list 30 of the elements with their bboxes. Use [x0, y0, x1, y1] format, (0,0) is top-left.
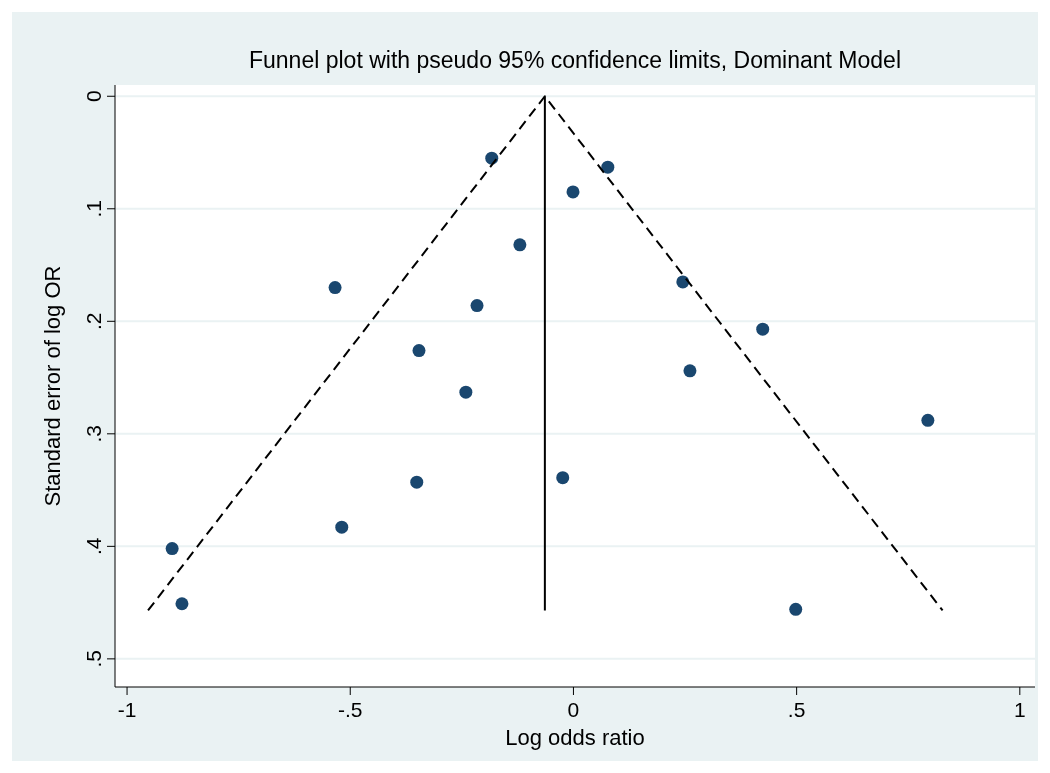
point	[328, 281, 342, 295]
y-axis-title: Standard error of log OR	[40, 265, 65, 507]
point	[683, 364, 697, 378]
point	[165, 542, 179, 556]
x-tick-label: 1	[1013, 698, 1026, 721]
point	[556, 471, 570, 485]
point	[412, 344, 426, 358]
point	[335, 520, 349, 534]
chart-title: Funnel plot with pseudo 95% confidence limits, Dominant Model	[248, 47, 902, 73]
point	[513, 238, 527, 252]
point	[470, 299, 484, 313]
y-tick-label: .3	[82, 425, 105, 443]
y-tick-label: .4	[82, 537, 105, 556]
x-axis-title: Log odds ratio	[505, 725, 645, 750]
y-tick-label: 0	[82, 90, 105, 103]
point	[459, 385, 473, 399]
y-tick-label: .1	[82, 200, 105, 218]
y-tick-label: .2	[82, 312, 105, 331]
point	[921, 413, 935, 427]
point	[601, 160, 615, 174]
x-tick-label: 0	[567, 698, 580, 721]
point	[789, 602, 803, 616]
x-tick-label: -1	[117, 698, 137, 721]
x-tick-label: .5	[787, 698, 806, 721]
point	[410, 475, 424, 489]
point	[756, 322, 770, 336]
point	[566, 185, 580, 199]
y-tick-label: .5	[82, 650, 105, 668]
x-tick-label: -.5	[337, 698, 363, 721]
point	[175, 597, 189, 611]
